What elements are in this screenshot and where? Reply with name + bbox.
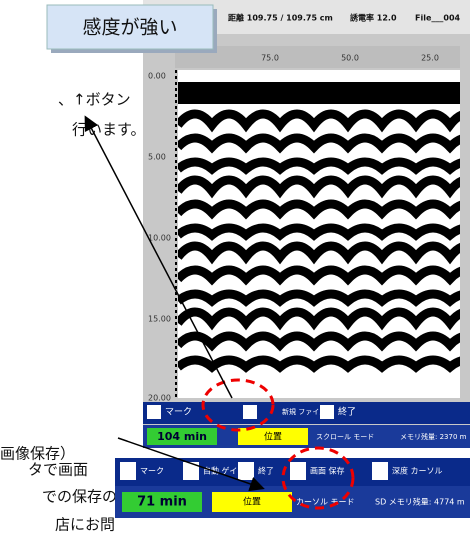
radar-band [178,82,460,104]
radar-wave [178,157,460,175]
button[interactable]: 画面 保存 [310,466,345,476]
button-icon[interactable] [183,462,199,480]
radar-wave [178,175,460,199]
button[interactable]: マーク [165,407,192,418]
doc-line: 行います。 [72,121,146,139]
highlight-circle [201,378,275,432]
x-scale: 50.0 [341,54,359,63]
badge [46,4,214,50]
badge-text: 感度が強い [82,17,177,39]
scale-strip [175,46,460,68]
position-box [238,428,308,445]
button-icon[interactable] [238,462,254,480]
doc-line: タで画面 [28,461,88,479]
time: 104 min [157,430,207,443]
time-box [122,492,202,512]
time: 71 min [137,495,187,510]
button-icon[interactable] [147,405,161,419]
button[interactable]: 自動 ゲイン [203,466,245,476]
radar-wave [178,331,460,352]
y-scale: 10.00 [148,234,171,243]
radar-image [178,70,460,398]
radar-wave [178,109,460,133]
button-row [143,402,470,424]
time-box [147,428,217,445]
doc-line: 、↑ボタン [58,91,131,109]
mode: スクロール モード [316,433,374,441]
y-scale: 0.00 [148,72,166,81]
position-box [212,492,292,512]
mode: カーソル モード [296,498,355,507]
permittivity: 誘電率 12.0 [350,13,397,23]
button-icon[interactable] [320,405,334,419]
x-scale: 75.0 [261,54,279,63]
position: 位置 [243,496,261,508]
memory: メモリ残量: 2370 m [400,432,467,441]
radar-wave [178,265,460,286]
x-scale: 25.0 [421,54,439,63]
radar-wave [178,307,460,331]
button[interactable]: 終了 [338,406,356,418]
memory: SD メモリ残量: 4774 m [375,497,465,507]
radar-wave [178,223,460,241]
button[interactable]: マーク [140,467,164,476]
doc-line: 画像保存） [0,445,75,463]
arrow [117,437,265,492]
position: 位置 [264,431,282,443]
radar-wave [178,199,460,220]
radar-wave [178,241,460,265]
button-icon[interactable] [290,462,306,480]
doc-line: での保存の [42,488,117,506]
y-scale: 5.00 [148,153,166,162]
y-scale: 20.00 [148,394,171,403]
button-icon[interactable] [243,405,257,419]
button-icon[interactable] [372,462,388,480]
button[interactable]: 終了 [258,466,274,476]
y-scale: 15.00 [148,315,171,324]
button[interactable]: 深度 カーソル [392,466,443,476]
arrow [84,115,233,399]
radar-wave [178,289,460,307]
file: File___004 [415,14,461,23]
radar-wave [178,133,460,154]
radar-wave [178,355,460,373]
button-icon[interactable] [120,462,136,480]
doc-line: 店にお問 [55,516,115,534]
highlight-circle [281,446,355,510]
button[interactable]: 新規 ファイル [282,407,326,416]
distance: 距離 109.75 / 109.75 cm [228,13,333,23]
